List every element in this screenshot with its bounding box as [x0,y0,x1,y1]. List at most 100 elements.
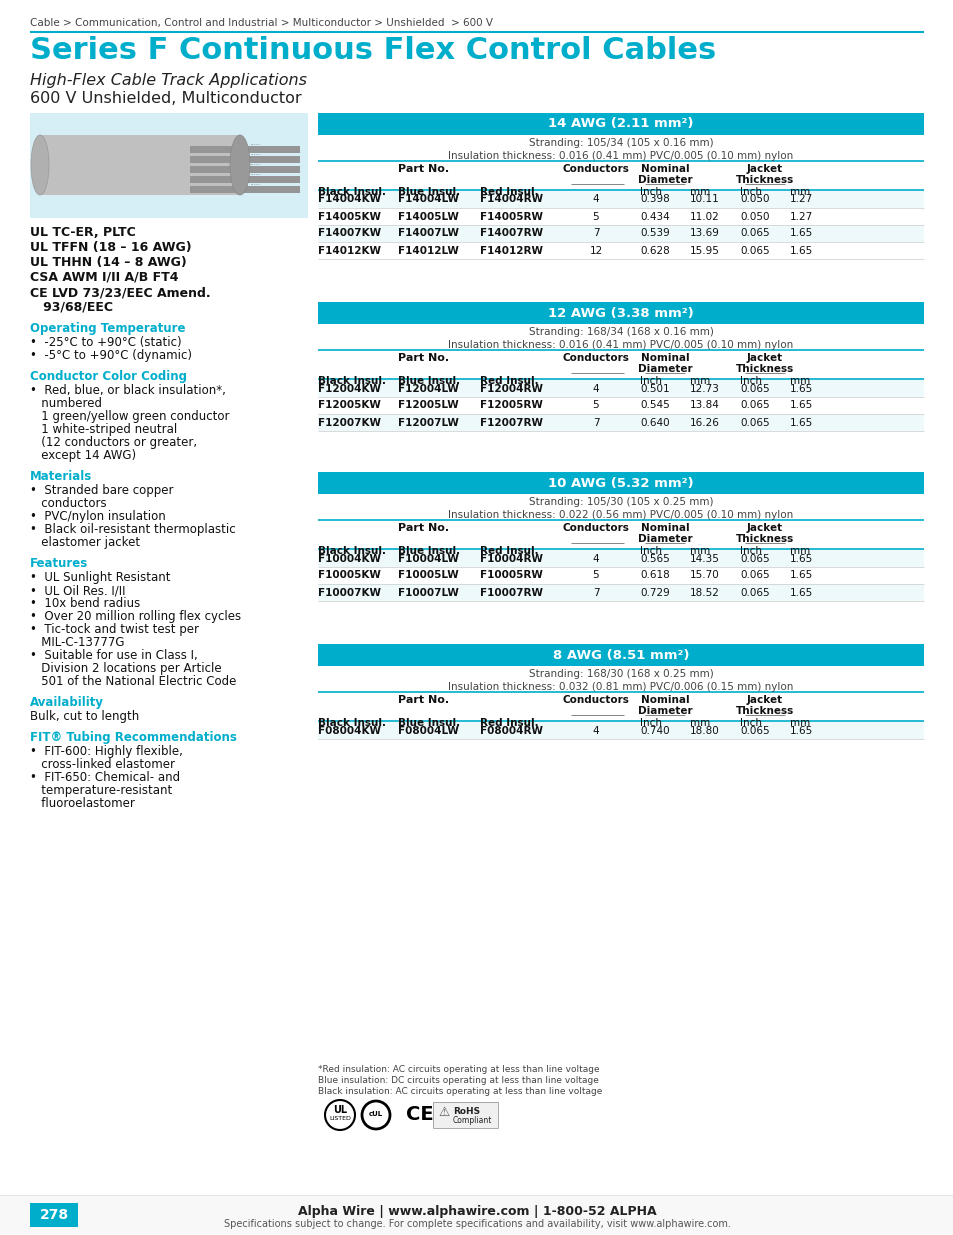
Text: F12005LW: F12005LW [397,400,458,410]
Text: Materials: Materials [30,471,92,483]
Text: 600 V Unshielded, Multiconductor: 600 V Unshielded, Multiconductor [30,91,301,106]
Text: F08004LW: F08004LW [397,725,458,736]
Text: 15.70: 15.70 [689,571,719,580]
Text: F10005KW: F10005KW [317,571,380,580]
Bar [190,177,299,183]
Bar [317,550,923,567]
Text: F14012KW: F14012KW [317,246,380,256]
Text: Nominal: Nominal [640,695,689,705]
Text: 1.65: 1.65 [789,725,812,736]
Text: 1.27: 1.27 [789,211,812,221]
Text: 8 AWG (8.51 mm²): 8 AWG (8.51 mm²) [552,648,688,662]
Text: 0.539: 0.539 [639,228,669,238]
Text: 1.65: 1.65 [789,553,812,563]
Text: F12005KW: F12005KW [317,400,380,410]
Text: ......: ...... [250,182,260,186]
Text: Thickness: Thickness [735,706,793,716]
Text: Nominal: Nominal [640,164,689,174]
Bar [317,567,923,584]
Text: F10004LW: F10004LW [397,553,458,563]
Text: 0.065: 0.065 [740,400,769,410]
Text: mm: mm [689,546,709,556]
Bar [30,112,308,219]
Text: ⚠: ⚠ [437,1107,449,1119]
Text: cross-linked elastomer: cross-linked elastomer [30,758,174,771]
Text: 0.065: 0.065 [740,384,769,394]
Bar [317,207,923,225]
Text: temperature-resistant: temperature-resistant [30,784,172,797]
Text: 1.65: 1.65 [789,228,812,238]
Bar [317,722,923,739]
Text: 7: 7 [592,228,598,238]
Text: Stranding: 105/34 (105 x 0.16 mm): Stranding: 105/34 (105 x 0.16 mm) [528,138,713,148]
Text: mm: mm [689,186,709,198]
Text: UL TFFN (18 – 16 AWG): UL TFFN (18 – 16 AWG) [30,241,192,254]
Text: Inch: Inch [740,375,761,387]
Bar [190,146,299,153]
Text: Inch: Inch [639,718,661,727]
Text: RoHS: RoHS [453,1107,479,1116]
Text: 0.050: 0.050 [740,211,769,221]
Text: F12004RW: F12004RW [479,384,542,394]
Text: Blue Insul.: Blue Insul. [397,186,459,198]
Text: Black insulation: AC circuits operating at less than line voltage: Black insulation: AC circuits operating … [317,1087,601,1095]
Text: F14004LW: F14004LW [397,194,458,205]
Text: Red Insul.: Red Insul. [479,546,538,556]
Text: Bulk, cut to length: Bulk, cut to length [30,710,139,722]
Text: F10007LW: F10007LW [397,588,458,598]
Text: fluoroelastomer: fluoroelastomer [30,797,134,810]
Text: 4: 4 [592,553,598,563]
Bar [317,191,923,207]
Text: Conductors: Conductors [562,353,629,363]
Bar [317,643,923,666]
Text: Inch: Inch [740,546,761,556]
Text: Diameter: Diameter [637,706,692,716]
Text: F12007RW: F12007RW [479,417,542,427]
Text: 0.065: 0.065 [740,228,769,238]
Text: 15.95: 15.95 [689,246,720,256]
Text: 7: 7 [592,417,598,427]
Text: Thickness: Thickness [735,175,793,185]
Text: F12005RW: F12005RW [479,400,542,410]
Text: Blue Insul.: Blue Insul. [397,718,459,727]
Text: 0.050: 0.050 [740,194,769,205]
Text: •  UL Oil Res. I/II: • UL Oil Res. I/II [30,584,126,597]
Bar [317,112,923,135]
Bar [0,1195,953,1235]
Text: F14004RW: F14004RW [479,194,542,205]
Text: 0.434: 0.434 [639,211,669,221]
Text: •  Stranded bare copper: • Stranded bare copper [30,484,173,496]
Text: Part No.: Part No. [397,164,449,174]
Text: 10.11: 10.11 [689,194,719,205]
Text: Insulation thickness: 0.022 (0.56 mm) PVC/0.005 (0.10 mm) nylon: Insulation thickness: 0.022 (0.56 mm) PV… [448,510,793,520]
Bar [40,135,240,195]
Text: Red Insul.: Red Insul. [479,375,538,387]
Text: Jacket: Jacket [746,522,782,534]
Text: 0.398: 0.398 [639,194,669,205]
Text: F14007KW: F14007KW [317,228,381,238]
Text: F12007KW: F12007KW [317,417,380,427]
Text: Red Insul.: Red Insul. [479,186,538,198]
Text: Insulation thickness: 0.032 (0.81 mm) PVC/0.006 (0.15 mm) nylon: Insulation thickness: 0.032 (0.81 mm) PV… [448,682,793,692]
Text: •  Black oil-resistant thermoplastic: • Black oil-resistant thermoplastic [30,522,235,536]
Text: 0.740: 0.740 [639,725,669,736]
Text: Inch: Inch [639,546,661,556]
Text: Alpha Wire | www.alphawire.com | 1-800-52 ALPHA: Alpha Wire | www.alphawire.com | 1-800-5… [297,1205,656,1218]
Text: 1.65: 1.65 [789,571,812,580]
Text: High-Flex Cable Track Applications: High-Flex Cable Track Applications [30,73,307,88]
Text: elastomer jacket: elastomer jacket [30,536,140,550]
Text: F14004KW: F14004KW [317,194,381,205]
Text: 12.73: 12.73 [689,384,720,394]
Text: Part No.: Part No. [397,353,449,363]
Text: CE LVD 73/23/EEC Amend.: CE LVD 73/23/EEC Amend. [30,287,211,299]
Text: 1 green/yellow green conductor: 1 green/yellow green conductor [30,410,230,424]
Text: 5: 5 [592,211,598,221]
Text: 1.65: 1.65 [789,400,812,410]
Text: 93/68/EEC: 93/68/EEC [30,301,112,314]
Text: Cable > Communication, Control and Industrial > Multiconductor > Unshielded  > 6: Cable > Communication, Control and Indus… [30,19,493,28]
Text: •  Tic-tock and twist test per: • Tic-tock and twist test per [30,622,199,636]
Bar [190,186,299,193]
Text: 4: 4 [592,384,598,394]
Text: Division 2 locations per Article: Division 2 locations per Article [30,662,221,676]
Bar [190,186,299,193]
